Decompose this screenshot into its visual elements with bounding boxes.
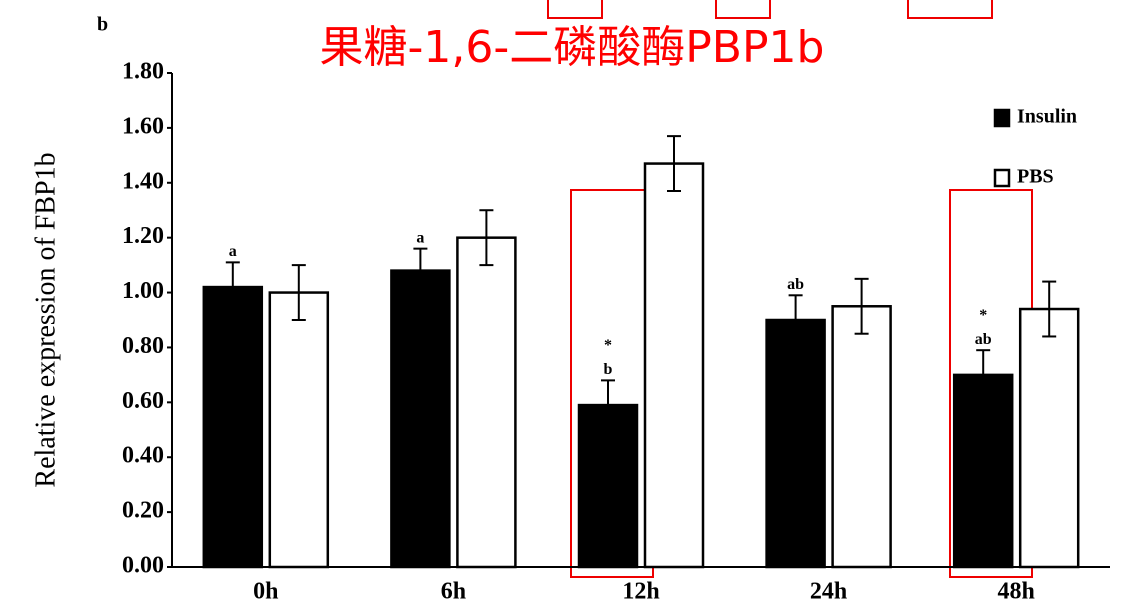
bar xyxy=(390,269,451,569)
chart-title: 果糖-1,6-二磷酸酶PBP1b xyxy=(320,22,825,73)
x-tick-label: 48h xyxy=(998,579,1035,605)
y-tick-label: 0.60 xyxy=(122,388,164,414)
significance-mark: * xyxy=(979,307,987,324)
panel-label: b xyxy=(97,14,108,36)
bar xyxy=(202,285,264,569)
legend-label: PBS xyxy=(1017,166,1054,188)
bar xyxy=(456,236,517,569)
bar xyxy=(952,373,1014,569)
significance-letter: ab xyxy=(787,276,804,293)
x-tick-label: 0h xyxy=(253,579,278,605)
bar xyxy=(765,318,826,569)
y-tick-label: 0.80 xyxy=(122,333,164,359)
y-tick-label: 0.20 xyxy=(122,498,164,524)
significance-letter: a xyxy=(416,229,424,246)
highlight-box xyxy=(907,0,993,19)
x-tick-label: 24h xyxy=(810,579,847,605)
legend-swatch xyxy=(993,108,1011,128)
x-tick-label: 12h xyxy=(622,579,659,605)
y-tick-label: 1.60 xyxy=(122,113,164,139)
y-tick-label: 1.80 xyxy=(122,59,164,85)
y-axis-label: Relative expression of FBP1b xyxy=(30,152,61,487)
y-tick-label: 1.20 xyxy=(122,223,164,249)
bar xyxy=(643,162,705,569)
highlight-box xyxy=(547,0,603,19)
y-tick-label: 0.40 xyxy=(122,443,164,469)
legend-label: Insulin xyxy=(1017,106,1077,128)
y-tick-label: 1.00 xyxy=(122,278,164,304)
significance-mark: * xyxy=(604,337,612,354)
legend-swatch xyxy=(993,168,1011,188)
significance-letter: a xyxy=(229,243,237,260)
bar xyxy=(1018,307,1080,569)
bar xyxy=(268,291,330,569)
bar xyxy=(831,305,892,569)
significance-letter: ab xyxy=(975,331,992,348)
highlight-box xyxy=(715,0,771,19)
y-tick-label: 1.40 xyxy=(122,168,164,194)
y-tick-label: 0.00 xyxy=(122,553,164,579)
significance-letter: b xyxy=(604,361,613,378)
x-tick-label: 6h xyxy=(441,579,466,605)
